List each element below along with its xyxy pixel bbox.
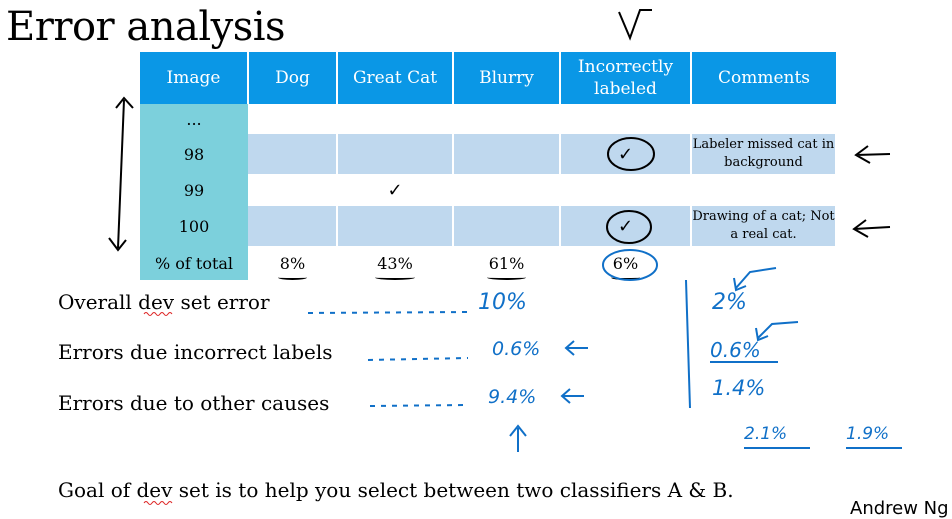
overall-error-text: Overall dev set error bbox=[58, 290, 270, 314]
total-great-cat: 43% bbox=[337, 246, 453, 280]
header-comments: Comments bbox=[691, 52, 836, 104]
total-dog-value: 8% bbox=[279, 253, 306, 273]
slide-title: Error analysis bbox=[6, 4, 286, 50]
arrow-down-left-icon bbox=[733, 267, 777, 292]
total-incorrect: 6% bbox=[560, 246, 691, 280]
table-header-row: Image Dog Great Cat Blurry Incorrectly l… bbox=[140, 52, 836, 104]
check-mark-icon bbox=[618, 9, 652, 41]
error-analysis-table: Image Dog Great Cat Blurry Incorrectly l… bbox=[140, 52, 837, 280]
alt-other-value: 1.4% bbox=[712, 376, 766, 400]
total-incorrect-value: 6% bbox=[612, 253, 639, 273]
image-cell: 99 bbox=[140, 174, 248, 206]
image-cell: ... bbox=[140, 104, 248, 134]
alt-overall-value: 2% bbox=[712, 290, 747, 315]
great-cat-check-cell: ✓ bbox=[337, 174, 454, 206]
incorrect-labels-label: Errors due incorrect labels bbox=[58, 340, 333, 364]
blurry-cell bbox=[453, 206, 561, 246]
table-row: 98 ✓ Labeler missed cat in background bbox=[140, 134, 837, 174]
incorrect-labels-value: 0.6% bbox=[492, 338, 541, 360]
great-cat-cell bbox=[337, 134, 454, 174]
double-arrow-icon bbox=[108, 96, 134, 252]
arrow-left-icon bbox=[854, 145, 891, 164]
dog-cell bbox=[248, 134, 338, 174]
image-cell: 100 bbox=[140, 206, 248, 246]
comment-cell bbox=[691, 104, 837, 134]
dotted-leader bbox=[367, 357, 469, 361]
circle-mark-98 bbox=[607, 137, 655, 171]
arrow-down-left-icon bbox=[755, 321, 799, 342]
spellcheck-squiggle bbox=[143, 501, 173, 505]
overall-error-label: Overall dev set error bbox=[58, 290, 270, 314]
dotted-leader bbox=[369, 404, 467, 407]
circle-mark-total bbox=[602, 249, 658, 281]
spellcheck-squiggle bbox=[143, 312, 173, 316]
incorrect-cell bbox=[560, 174, 692, 206]
total-dog: 8% bbox=[248, 246, 337, 280]
overall-error-value: 10% bbox=[478, 290, 527, 315]
divider-line bbox=[685, 279, 691, 409]
total-great-cat-value: 43% bbox=[377, 253, 413, 273]
totals-row: % of total 8% 43% 61% 6% bbox=[140, 246, 836, 280]
arrow-left-icon bbox=[564, 340, 588, 356]
header-blurry: Blurry bbox=[453, 52, 561, 104]
other-causes-value: 9.4% bbox=[488, 386, 537, 408]
incorrect-cell bbox=[560, 104, 692, 134]
blurry-cell bbox=[453, 104, 561, 134]
arrow-left-icon bbox=[560, 388, 584, 404]
comment-cell: Labeler missed cat in background bbox=[691, 134, 837, 174]
author-signature: Andrew Ng bbox=[850, 498, 949, 519]
header-dog: Dog bbox=[248, 52, 338, 104]
great-cat-cell bbox=[337, 206, 454, 246]
goal-text: Goal of dev set is to help you select be… bbox=[58, 478, 734, 502]
alt-incorrect-value: 0.6% bbox=[710, 338, 761, 362]
comment-cell bbox=[691, 174, 837, 206]
arrow-up-icon bbox=[509, 424, 527, 452]
blurry-cell bbox=[453, 174, 561, 206]
circle-mark-100 bbox=[606, 210, 652, 244]
total-label: % of total bbox=[140, 246, 248, 280]
blurry-cell bbox=[453, 134, 561, 174]
great-cat-cell bbox=[337, 104, 454, 134]
comment-cell: Drawing of a cat; Not a real cat. bbox=[691, 206, 837, 246]
image-cell: 98 bbox=[140, 134, 248, 174]
total-comments bbox=[691, 246, 836, 280]
incorrect-check-cell: ✓ bbox=[560, 134, 692, 174]
dog-cell bbox=[248, 104, 338, 134]
header-image: Image bbox=[140, 52, 249, 104]
table-row: 99 ✓ bbox=[140, 174, 837, 206]
incorrect-check-cell: ✓ bbox=[560, 206, 692, 246]
other-causes-label: Errors due to other causes bbox=[58, 391, 330, 415]
total-blurry-value: 61% bbox=[488, 253, 525, 273]
table-row: 100 ✓ Drawing of a cat; Not a real cat. bbox=[140, 206, 837, 246]
table-row: ... bbox=[140, 104, 837, 134]
arrow-left-icon bbox=[852, 219, 891, 238]
classifier-b-value: 1.9% bbox=[846, 424, 890, 444]
dotted-leader bbox=[307, 311, 471, 314]
total-blurry: 61% bbox=[453, 246, 560, 280]
classifier-a-value: 2.1% bbox=[744, 424, 788, 444]
header-great-cat: Great Cat bbox=[337, 52, 454, 104]
dog-cell bbox=[248, 174, 338, 206]
dog-cell bbox=[248, 206, 338, 246]
header-incorrectly-labeled: Incorrectly labeled bbox=[560, 52, 692, 104]
